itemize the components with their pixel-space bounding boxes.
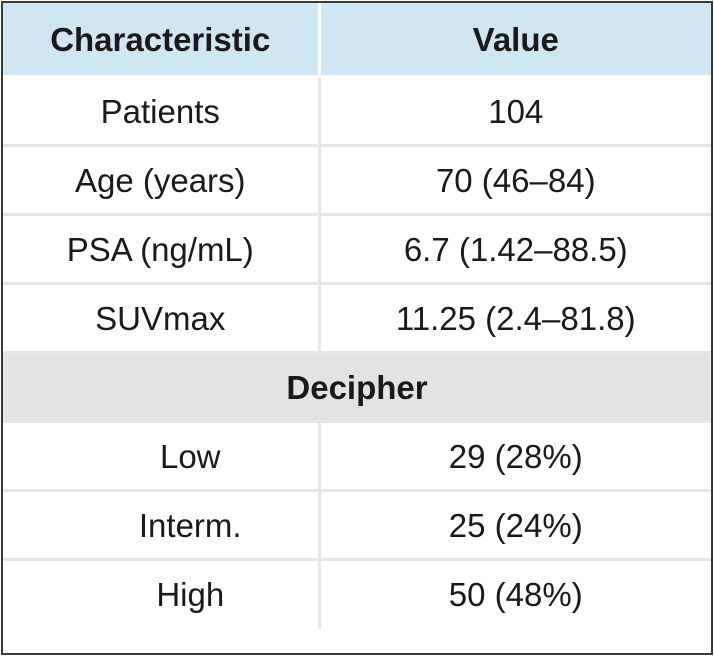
- table-row: SUVmax 11.25 (2.4–81.8): [3, 283, 711, 354]
- table-body: Patients 104 Age (years) 70 (46–84) PSA …: [3, 76, 711, 629]
- section-row-decipher: Decipher: [3, 352, 711, 423]
- row-value-age: 70 (46–84): [319, 145, 711, 216]
- table-header: Characteristic Value: [3, 3, 711, 78]
- row-value-high: 50 (48%): [448, 576, 583, 614]
- row-value-patients: 104: [319, 76, 711, 147]
- table-row: PSA (ng/mL) 6.7 (1.42–88.5): [3, 214, 711, 285]
- section-title: Decipher: [3, 352, 711, 423]
- header-value: Value: [319, 3, 711, 78]
- table-row: Low 29 (28%): [3, 421, 711, 492]
- row-label-psa: PSA (ng/mL): [3, 214, 321, 285]
- characteristics-table: Characteristic Value Patients 104 Age (y…: [3, 3, 711, 629]
- table-row: Interm. 25 (24%): [3, 490, 711, 561]
- row-label-high: High: [3, 559, 321, 629]
- row-label-age: Age (years): [3, 145, 321, 216]
- header-row: Characteristic Value: [3, 3, 711, 78]
- row-label-patients: Patients: [3, 76, 321, 147]
- row-label-suvmax: SUVmax: [3, 283, 321, 354]
- row-label-low: Low: [3, 421, 321, 492]
- table-row: Age (years) 70 (46–84): [3, 145, 711, 216]
- row-label-interm: Interm.: [3, 490, 321, 561]
- row-value-interm: 25 (24%): [319, 490, 711, 561]
- header-characteristic: Characteristic: [3, 3, 321, 78]
- row-value-low: 29 (28%): [319, 421, 711, 492]
- table-row: High 50 (48%): [3, 559, 711, 629]
- table-row: Patients 104: [3, 76, 711, 147]
- row-value-psa: 6.7 (1.42–88.5): [319, 214, 711, 285]
- row-value-suvmax: 11.25 (2.4–81.8): [319, 283, 711, 354]
